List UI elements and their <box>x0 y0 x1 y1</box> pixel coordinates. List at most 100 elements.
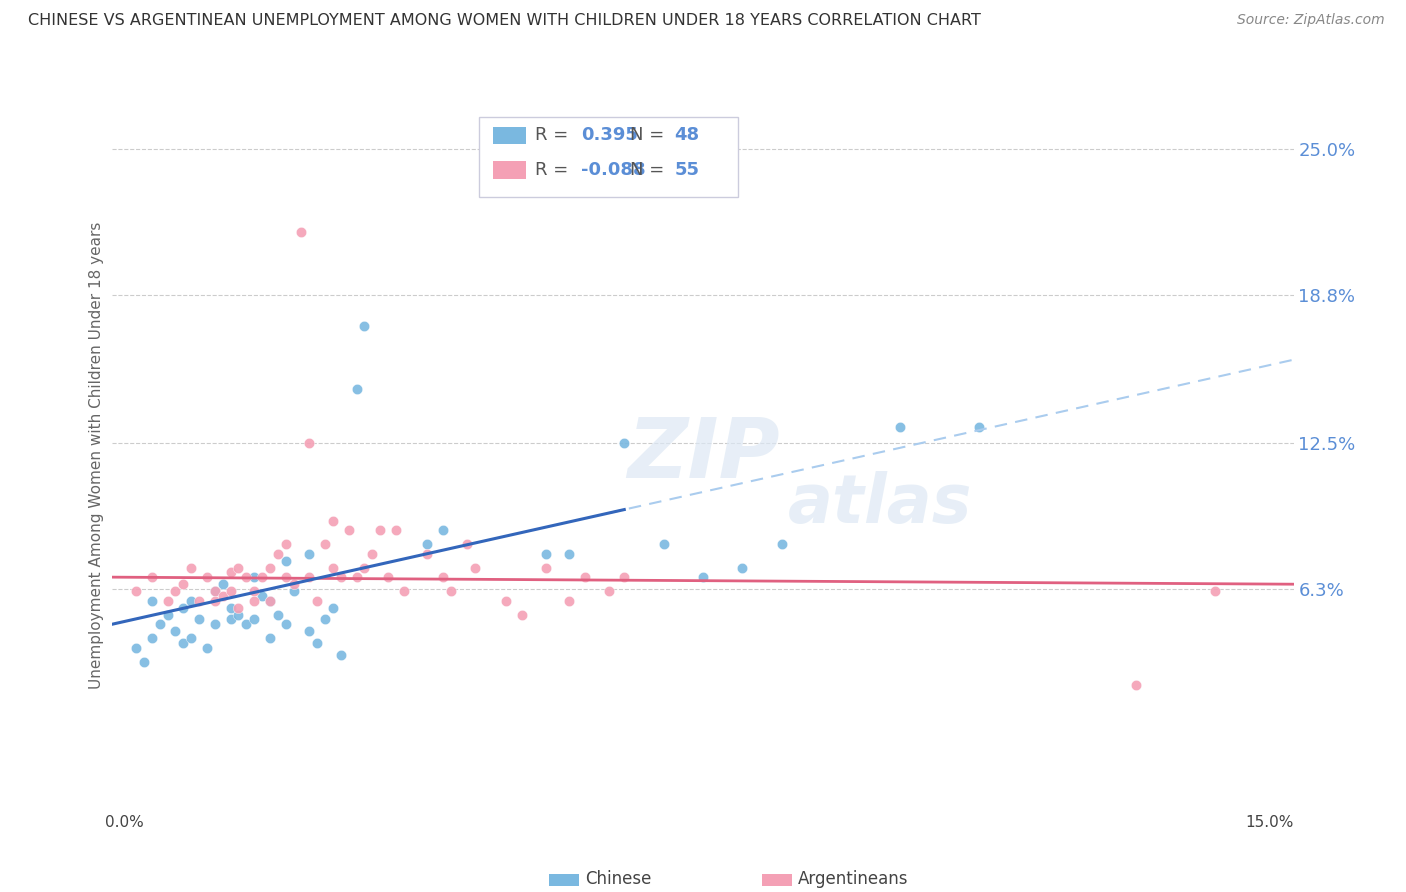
Point <box>346 382 368 396</box>
Point <box>228 560 250 574</box>
Point <box>298 436 321 450</box>
FancyBboxPatch shape <box>492 127 526 144</box>
Point <box>172 636 194 650</box>
Point <box>204 593 226 607</box>
Text: 55: 55 <box>675 161 700 178</box>
Point <box>598 584 620 599</box>
Point <box>267 547 290 561</box>
Point <box>314 612 336 626</box>
Point <box>432 570 454 584</box>
Text: CHINESE VS ARGENTINEAN UNEMPLOYMENT AMONG WOMEN WITH CHILDREN UNDER 18 YEARS COR: CHINESE VS ARGENTINEAN UNEMPLOYMENT AMON… <box>28 13 981 29</box>
Point <box>259 560 281 574</box>
Text: R =: R = <box>536 126 568 144</box>
Point <box>283 577 305 591</box>
Point <box>464 560 486 574</box>
Point <box>274 617 297 632</box>
Point <box>1204 584 1226 599</box>
Text: Source: ZipAtlas.com: Source: ZipAtlas.com <box>1237 13 1385 28</box>
Text: ZIP: ZIP <box>627 415 779 495</box>
Point <box>149 617 172 632</box>
Point <box>290 225 312 239</box>
Text: 0.0%: 0.0% <box>104 814 143 830</box>
Point <box>125 640 148 655</box>
Point <box>250 570 273 584</box>
Point <box>259 632 281 646</box>
Point <box>283 584 305 599</box>
Point <box>368 523 391 537</box>
Point <box>180 632 202 646</box>
Point <box>132 655 155 669</box>
Point <box>219 584 242 599</box>
Point <box>361 547 384 561</box>
Text: 0.395: 0.395 <box>581 126 638 144</box>
FancyBboxPatch shape <box>550 874 579 887</box>
Point <box>770 537 793 551</box>
Point <box>243 570 266 584</box>
Text: N =: N = <box>630 126 664 144</box>
Point <box>219 600 242 615</box>
Point <box>204 584 226 599</box>
Point <box>188 612 211 626</box>
FancyBboxPatch shape <box>492 161 526 178</box>
Point <box>141 632 163 646</box>
Text: 48: 48 <box>675 126 700 144</box>
Text: N =: N = <box>630 161 664 178</box>
Point <box>613 570 636 584</box>
Point <box>259 593 281 607</box>
Point <box>322 514 344 528</box>
Point <box>156 607 179 622</box>
Point <box>889 419 911 434</box>
Text: atlas: atlas <box>787 471 973 537</box>
Point <box>211 589 233 603</box>
Text: 15.0%: 15.0% <box>1246 814 1294 830</box>
Point <box>1125 678 1147 692</box>
Point <box>353 318 375 333</box>
Point <box>243 584 266 599</box>
Point <box>267 607 290 622</box>
Point <box>456 537 478 551</box>
Point <box>534 547 557 561</box>
Point <box>392 584 415 599</box>
Point <box>165 624 187 639</box>
Point <box>156 593 179 607</box>
Point <box>329 570 352 584</box>
Point <box>274 570 297 584</box>
Point <box>195 640 218 655</box>
FancyBboxPatch shape <box>478 118 738 197</box>
Point <box>534 560 557 574</box>
Point <box>298 570 321 584</box>
Point <box>298 624 321 639</box>
Point <box>165 584 187 599</box>
Point <box>353 560 375 574</box>
Point <box>692 570 714 584</box>
Text: Chinese: Chinese <box>585 871 651 888</box>
Point <box>125 584 148 599</box>
Point <box>235 570 257 584</box>
Point <box>377 570 399 584</box>
Point <box>613 436 636 450</box>
Point <box>250 589 273 603</box>
Point <box>574 570 596 584</box>
Point <box>274 537 297 551</box>
Text: -0.088: -0.088 <box>581 161 645 178</box>
Point <box>558 593 581 607</box>
Point <box>346 570 368 584</box>
Point <box>322 600 344 615</box>
Point <box>195 570 218 584</box>
Point <box>314 537 336 551</box>
Point <box>211 577 233 591</box>
Point <box>322 560 344 574</box>
Point <box>337 523 360 537</box>
Point <box>967 419 990 434</box>
Point <box>416 537 439 551</box>
Point <box>243 593 266 607</box>
Point <box>731 560 754 574</box>
Point <box>172 600 194 615</box>
Point <box>172 577 194 591</box>
Point <box>259 593 281 607</box>
Point <box>243 612 266 626</box>
Point <box>228 607 250 622</box>
Point <box>307 593 329 607</box>
Point <box>495 593 517 607</box>
Point <box>204 584 226 599</box>
